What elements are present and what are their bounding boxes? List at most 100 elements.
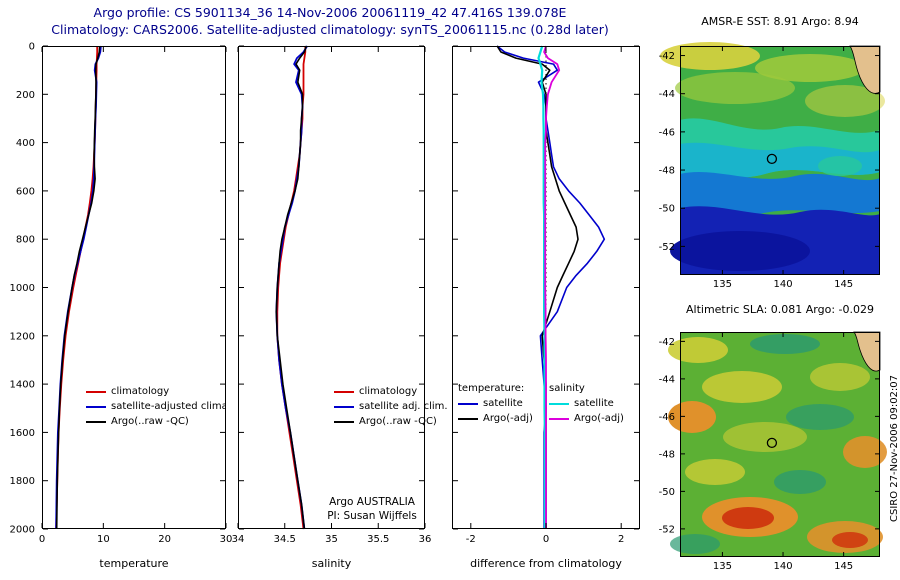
legend-swatch [86, 420, 106, 423]
legend-label: satellite [483, 398, 523, 409]
legend-label: satellite [574, 398, 614, 409]
map-y-tick-label: -50 [659, 204, 675, 215]
salinity-legend: climatology satellite adj. clim. Argo(..ra… [334, 384, 448, 429]
map-region [680, 172, 880, 217]
legend-item: Argo(..raw -QC) [334, 414, 439, 429]
x-tick-label: 35.5 [367, 534, 389, 545]
y-tick-label: 1600 [10, 428, 35, 439]
axes-frame [238, 46, 425, 529]
map-y-tick-label: -42 [659, 337, 675, 348]
x-tick-label: 36 [419, 534, 432, 545]
legend-item: Argo(-adj) [549, 411, 639, 426]
map-frame [680, 332, 880, 557]
map-region [668, 401, 716, 433]
map-x-tick-label: 145 [834, 561, 853, 572]
map-x-tick-label: 140 [773, 279, 792, 290]
land-tasmania [853, 331, 881, 372]
legend-item: climatology [86, 384, 225, 399]
map-y-tick-label: -50 [659, 487, 675, 498]
sla-field [668, 331, 887, 557]
legend-label: satellite-adjusted climatology [111, 401, 225, 412]
legend-swatch [334, 405, 354, 408]
legend-swatch [334, 390, 354, 393]
map-region [774, 470, 826, 494]
map-y-tick-label: -46 [659, 412, 675, 423]
legend-swatch [549, 417, 569, 420]
series-salinity-satellite [537, 45, 547, 529]
difference-axis-label: difference from climatology [470, 557, 622, 570]
map-y-tick-label: -52 [659, 524, 675, 535]
land-tasmania [849, 45, 881, 94]
series-climatology [55, 46, 99, 530]
x-tick-label: 2 [618, 534, 624, 545]
y-tick-label: 1400 [10, 380, 35, 391]
map-y-tick-label: -48 [659, 449, 675, 460]
map-region [750, 334, 820, 354]
sla-map-title: Altimetric SLA: 0.081 Argo: -0.029 [686, 303, 874, 316]
legend-label: climatology [111, 386, 170, 397]
x-tick-label: 0 [39, 534, 45, 545]
x-tick-label: 35 [325, 534, 338, 545]
map-x-tick-label: 145 [834, 279, 853, 290]
legend-swatch [334, 420, 354, 423]
map-region [755, 54, 865, 82]
legend-label: satellite adj. clim. [359, 401, 448, 412]
difference-legend-temperature: temperature: satellite Argo(-adj) [458, 381, 546, 426]
y-tick-label: 200 [16, 90, 35, 101]
map-y-tick-label: -44 [659, 89, 675, 100]
map-region [843, 436, 887, 468]
legend-swatch [86, 390, 106, 393]
y-tick-label: 1200 [10, 331, 35, 342]
map-x-tick-label: 135 [713, 279, 732, 290]
y-tick-label: 2000 [10, 525, 35, 536]
map-region [702, 371, 782, 403]
map-y-tick-label: -46 [659, 127, 675, 138]
legend-swatch [458, 417, 478, 420]
map-y-tick-label: -42 [659, 51, 675, 62]
map-region [818, 156, 862, 176]
legend-label: Argo(..raw -QC) [359, 416, 437, 427]
map-region [805, 85, 885, 117]
legend-group-header: temperature: [458, 383, 525, 394]
map-y-tick-label: -44 [659, 374, 675, 385]
x-tick-label: 34.5 [274, 534, 296, 545]
legend-item: satellite adj. clim. [334, 399, 448, 414]
series-satellite-adj-clim- [275, 45, 308, 530]
map-x-tick-label: 140 [773, 561, 792, 572]
legend-label: climatology [359, 386, 418, 397]
csiro-credit: CSIRO 27-Nov-2006 09:02:07 [889, 374, 900, 522]
difference-profile-chart: -2 0 2 [452, 45, 640, 545]
sst-map-title: AMSR-E SST: 8.91 Argo: 8.94 [701, 15, 859, 28]
y-tick-label: 0 [29, 42, 35, 53]
y-tick-label: 1800 [10, 476, 35, 487]
y-tick-label: 400 [16, 138, 35, 149]
argo-australia-note: Argo AUSTRALIA [329, 496, 415, 508]
legend-item: satellite [458, 396, 546, 411]
legend-item: Argo(-adj) [458, 411, 546, 426]
legend-swatch [458, 402, 478, 405]
map-region [675, 72, 795, 104]
sla-map: 135 140 145 -42 -44 -46 -48 -50 -52 [659, 331, 887, 572]
pi-note: PI: Susan Wijffels [327, 510, 417, 522]
legend-item: climatology [334, 384, 439, 399]
figure-title-line2: Climatology: CARS2006. Satellite-adjuste… [51, 22, 609, 37]
map-region [685, 459, 745, 485]
x-tick-label: 0 [543, 534, 549, 545]
legend-item: Argo(..raw -QC) [86, 414, 225, 429]
argo-position-marker [766, 437, 778, 449]
legend-label: Argo(-adj) [483, 413, 533, 424]
legend-swatch [86, 405, 106, 408]
salinity-profile-chart: 34 34.5 35 35.5 36 [232, 45, 431, 545]
sst-map: 135 140 145 -42 -44 -46 -48 -50 -52 [659, 42, 885, 290]
series-salinity-Argo-adj [543, 45, 561, 529]
map-region [668, 337, 728, 363]
legend-group-header: salinity [549, 383, 585, 394]
map-region [832, 532, 868, 548]
x-tick-label: 34 [232, 534, 245, 545]
salinity-axis-label: salinity [311, 557, 352, 570]
legend-item: satellite [549, 396, 639, 411]
x-tick-label: 30 [220, 534, 233, 545]
y-tick-label: 600 [16, 186, 35, 197]
series-satellite-adjusted-climatology [55, 45, 102, 530]
